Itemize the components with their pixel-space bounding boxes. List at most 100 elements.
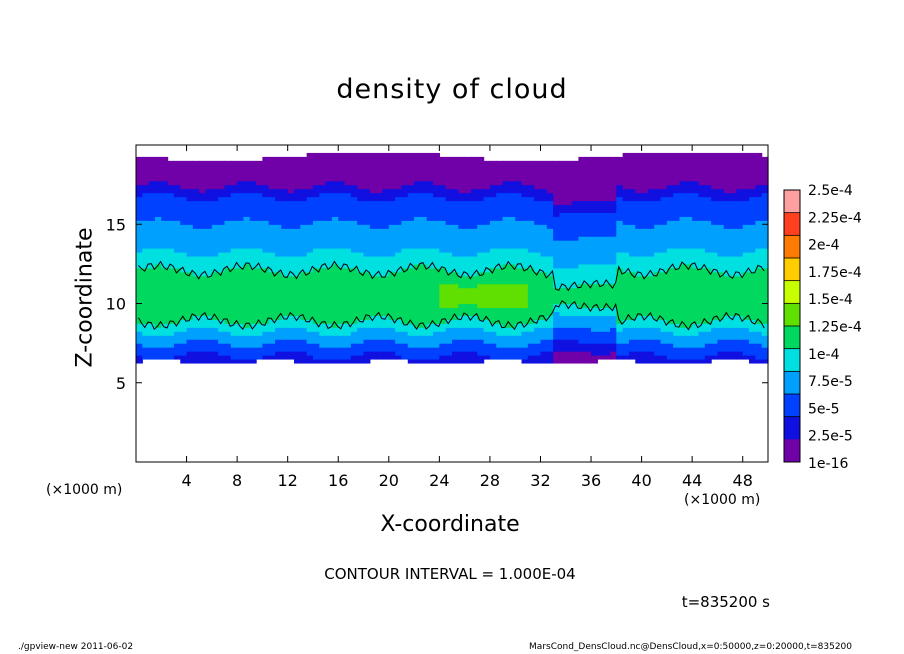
heatmap-cell (287, 251, 295, 257)
heatmap-cell (401, 244, 409, 249)
heatmap-cell (325, 335, 333, 340)
heatmap-cell (154, 196, 162, 202)
heatmap-cell (300, 251, 308, 257)
heatmap-cell (382, 184, 390, 190)
heatmap-cell (199, 228, 207, 233)
heatmap-cell (173, 228, 181, 233)
heatmap-cell (666, 358, 674, 364)
heatmap-cell (736, 156, 744, 162)
heatmap-cell (673, 248, 681, 253)
heatmap-cell (306, 156, 314, 162)
heatmap-cell (559, 267, 567, 273)
heatmap-cell (338, 287, 346, 293)
heatmap-cell (338, 271, 346, 277)
heatmap-cell (433, 279, 440, 285)
heatmap-cell (679, 331, 687, 336)
heatmap-cell (452, 271, 459, 277)
heatmap-cell (148, 160, 156, 166)
heatmap-cell (407, 295, 415, 301)
heatmap-cell (401, 295, 409, 301)
heatmap-cell (414, 279, 421, 285)
heatmap-cell (249, 168, 257, 174)
heatmap-cell (477, 259, 485, 265)
heatmap-cell (736, 299, 744, 305)
heatmap-cell (376, 196, 384, 202)
heatmap-cell (439, 319, 447, 324)
heatmap-cell (704, 283, 712, 289)
heatmap-cell (414, 236, 421, 241)
heatmap-cell (281, 216, 289, 221)
heatmap-cell (679, 327, 687, 332)
heatmap-cell (420, 232, 428, 237)
heatmap-cell (717, 184, 725, 190)
heatmap-cell (445, 311, 453, 316)
heatmap-cell (199, 220, 207, 225)
heatmap-cell (458, 240, 466, 245)
heatmap-cell (230, 271, 238, 277)
heatmap-cell (344, 160, 352, 166)
heatmap-cell (376, 347, 384, 352)
heatmap-cell (407, 291, 415, 297)
heatmap-cell (338, 355, 346, 360)
heatmap-cell (136, 283, 143, 289)
heatmap-cell (711, 331, 719, 336)
heatmap-cell (464, 299, 472, 305)
heatmap-cell (211, 248, 219, 253)
heatmap-cell (692, 196, 700, 202)
heatmap-cell (426, 192, 434, 198)
heatmap-cell (199, 236, 207, 241)
heatmap-cell (331, 172, 339, 178)
heatmap-cell (211, 339, 219, 344)
heatmap-cell (603, 228, 611, 233)
heatmap-cell (154, 283, 162, 289)
heatmap-cell (527, 255, 535, 261)
heatmap-cell (262, 287, 270, 293)
heatmap-cell (464, 291, 472, 297)
heatmap-cell (363, 279, 371, 285)
heatmap-cell (647, 291, 655, 297)
heatmap-cell (154, 228, 162, 233)
heatmap-cell (508, 196, 516, 202)
heatmap-cell (452, 327, 459, 332)
heatmap-cell (268, 160, 276, 166)
heatmap-cell (489, 176, 497, 182)
heatmap-cell (376, 315, 384, 320)
heatmap-cell (268, 204, 276, 209)
heatmap-cell (692, 216, 700, 221)
heatmap-cell (148, 307, 156, 313)
heatmap-cell (660, 255, 668, 261)
heatmap-cell (660, 216, 668, 221)
heatmap-cell (237, 240, 245, 245)
heatmap-cell (679, 279, 687, 285)
heatmap-cell (527, 176, 535, 182)
heatmap-cell (331, 251, 339, 257)
heatmap-cell (224, 172, 232, 178)
heatmap-cell (572, 319, 579, 324)
heatmap-cell (205, 216, 213, 221)
heatmap-cell (730, 283, 737, 289)
heatmap-cell (363, 204, 371, 209)
heatmap-cell (553, 172, 561, 178)
heatmap-cell (692, 295, 700, 301)
heatmap-cell (730, 216, 737, 221)
heatmap-cell (395, 196, 403, 202)
heatmap-cell (470, 295, 478, 301)
heatmap-cell (723, 156, 731, 162)
heatmap-cell (420, 291, 428, 297)
heatmap-cell (243, 188, 251, 194)
heatmap-cell (553, 200, 561, 206)
heatmap-cell (205, 327, 213, 332)
heatmap-cell (565, 283, 573, 289)
heatmap-cell (508, 283, 516, 289)
heatmap-cell (635, 303, 643, 309)
heatmap-cell (603, 204, 611, 209)
heatmap-cell (218, 255, 226, 261)
heatmap-cell (388, 160, 396, 166)
heatmap-cell (414, 255, 421, 261)
heatmap-cell (357, 228, 365, 233)
heatmap-cell (439, 307, 447, 313)
heatmap-cell (148, 259, 156, 265)
heatmap-cell (192, 220, 200, 225)
heatmap-cell (414, 263, 421, 269)
heatmap-cell (464, 315, 472, 320)
